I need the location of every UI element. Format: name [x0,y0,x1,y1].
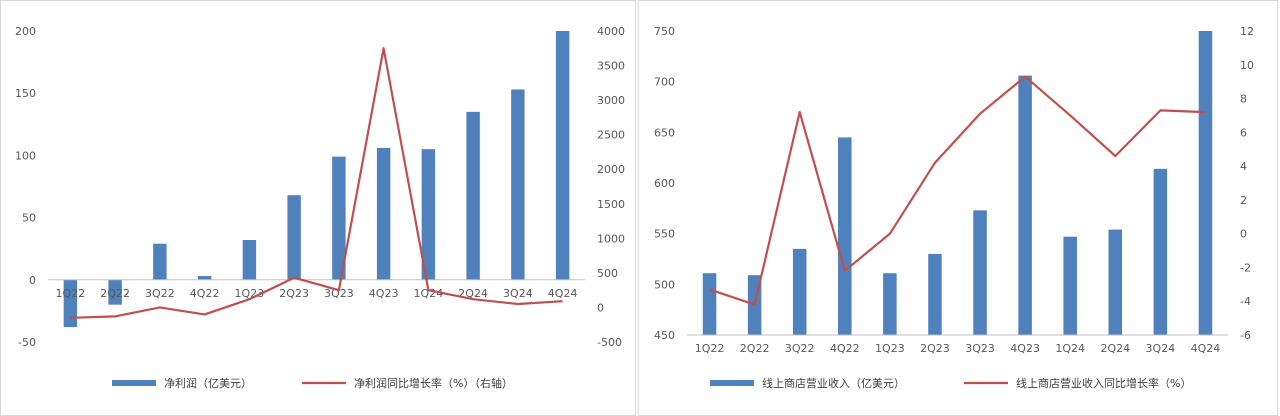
category-tick-label: 1Q22 [695,342,725,355]
category-tick-label: 1Q24 [1055,342,1085,355]
category-tick-label: 2Q22 [740,342,770,355]
category-tick-label: 1Q22 [56,287,86,300]
legend-swatch-bar [710,380,754,386]
bar [466,111,480,280]
bar [108,279,122,305]
chart-frame [638,0,1278,416]
category-tick-label: 2Q24 [458,287,488,300]
legend-label-line: 线上商店营业收入同比增长率（%） [1016,376,1191,390]
category-tick-label: 4Q22 [830,342,860,355]
bar [1063,236,1077,335]
category-tick-label: 3Q22 [145,287,175,300]
right-axis-tick-label: -6 [1240,329,1251,342]
legend-label-line: 净利润同比增长率（%）（右轴） [354,376,513,390]
bar [1198,31,1213,335]
left-axis-tick-label: 750 [654,25,675,38]
bar [702,273,717,335]
chart-frame [0,0,636,416]
left-axis-tick-label: 550 [654,228,675,241]
bar [242,239,257,280]
online-store-revenue-chart: 450 500 550 600 650 700 750 -6 -4 -2 0 2 4 6 8 10 12 1Q22… [638,0,1278,416]
right-axis-tick-label: 4 [1240,160,1247,173]
category-tick-label: 4Q22 [190,287,220,300]
bar [197,276,212,280]
category-tick-label: 3Q22 [785,342,815,355]
bar [1153,168,1168,335]
category-tick-label: 3Q24 [503,287,533,300]
category-tick-label: 2Q23 [920,342,950,355]
left-axis-tick-label: 200 [15,25,36,38]
right-axis-tick-label: -4 [1240,295,1251,308]
right-axis-tick-label: -2 [1240,261,1251,274]
category-tick-label: 4Q24 [548,287,578,300]
category-tick-label: 2Q23 [279,287,309,300]
right-axis-tick-label: 1000 [597,232,625,245]
right-axis-tick-label: 0 [1240,228,1247,241]
left-axis-tick-label: 650 [654,126,675,139]
right-axis-tick-label: 3000 [597,94,625,107]
growth-rate-line [70,47,563,319]
growth-rate-line [709,75,1206,306]
bar [928,253,942,335]
left-axis-tick-label: 450 [654,329,675,342]
left-axis-tick-label: 150 [15,87,36,100]
left-axis-tick-label: -50 [18,336,36,349]
category-tick-label: 3Q23 [965,342,995,355]
right-axis-tick-label: 1500 [597,198,625,211]
bar [421,149,436,280]
bar [838,137,852,335]
left-axis-tick-label: 50 [22,212,36,225]
right-axis-tick-label: 10 [1240,59,1254,72]
right-axis-tick-label: 4000 [597,25,625,38]
right-axis-tick-label: -500 [597,336,622,349]
bar [153,243,167,280]
left-axis-tick-label: 0 [29,274,36,287]
bar [883,273,897,335]
legend-swatch-bar [112,380,156,386]
right-axis-tick-label: 12 [1240,25,1254,38]
right-axis-tick-label: 2500 [597,129,625,142]
category-tick-label: 4Q24 [1191,342,1221,355]
bar [555,31,570,280]
legend-label-bar: 线上商店营业收入（亿美元） [762,376,905,390]
bar [1018,75,1032,335]
bar [973,210,987,335]
right-axis-tick-label: 6 [1240,126,1247,139]
category-tick-label: 3Q23 [324,287,354,300]
category-tick-label: 1Q23 [875,342,905,355]
bar [376,147,391,280]
right-axis-tick-label: 3500 [597,60,625,73]
category-tick-label: 2Q24 [1100,342,1130,355]
left-axis-tick-label: 100 [15,149,36,162]
category-tick-label: 1Q24 [414,287,444,300]
right-axis-tick-label: 8 [1240,93,1247,106]
bar [792,248,807,335]
right-axis-tick-label: 0 [597,301,604,314]
bar [332,156,346,280]
category-tick-label: 3Q24 [1146,342,1176,355]
bar [63,279,78,328]
category-tick-label: 4Q23 [369,287,399,300]
right-axis-tick-label: 2000 [597,163,625,176]
right-axis-tick-label: 2 [1240,194,1247,207]
legend-label-bar: 净利润（亿美元） [164,376,252,390]
right-axis-tick-label: 500 [597,267,618,280]
category-tick-label: 4Q23 [1010,342,1040,355]
net-profit-chart: -50050100150200-500050010001500200025003… [0,0,636,416]
category-tick-label: 2Q22 [100,287,130,300]
bar [287,195,301,280]
left-axis-tick-label: 600 [654,177,675,190]
bar [511,89,525,280]
left-axis-tick-label: 700 [654,76,675,89]
left-axis-tick-label: 500 [654,278,675,291]
bar [1108,229,1123,335]
